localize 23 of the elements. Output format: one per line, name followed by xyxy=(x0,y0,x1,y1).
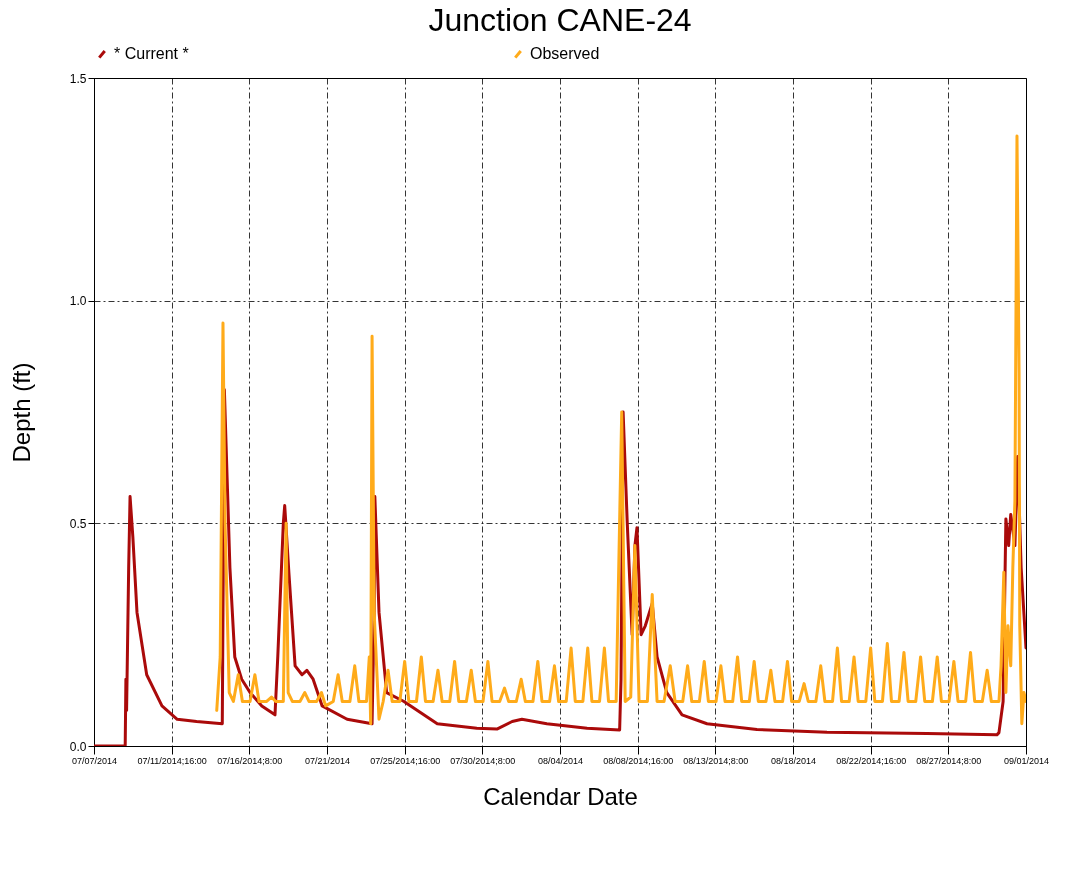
x-tick-label: 08/04/2014 xyxy=(537,755,584,766)
y-tick-label: 1.0 xyxy=(69,294,87,309)
x-tick-label: 08/22/2014;16:00 xyxy=(836,755,907,766)
x-tick-label: 07/30/2014;8:00 xyxy=(450,755,516,766)
x-tick-label: 08/08/2014;16:00 xyxy=(603,755,674,766)
x-tick-label: 07/21/2014 xyxy=(304,755,351,766)
x-axis-title: Calendar Date xyxy=(483,782,638,810)
x-tick-label: 07/07/2014 xyxy=(71,755,118,766)
y-tick-label: 1.5 xyxy=(69,71,87,86)
x-tick-label: 07/11/2014;16:00 xyxy=(137,755,207,766)
legend-label: * Current * xyxy=(114,45,189,63)
y-tick-label: 0.5 xyxy=(69,516,87,531)
x-tick-label: 07/16/2014;8:00 xyxy=(217,755,283,766)
legend-label: Observed xyxy=(530,45,600,63)
x-tick-label: 08/18/2014 xyxy=(770,755,817,766)
line-series xyxy=(215,134,1026,726)
chart-title: Junction CANE-24 xyxy=(428,2,692,38)
y-axis-title: Depth (ft) xyxy=(7,362,35,463)
x-tick-label: 08/27/2014;8:00 xyxy=(916,755,982,766)
x-tick-label: 07/25/2014;16:00 xyxy=(370,755,441,766)
x-tick-label: 08/13/2014;8:00 xyxy=(683,755,749,766)
y-tick-label: 0.0 xyxy=(69,739,87,754)
x-tick-label: 09/01/2014 xyxy=(1003,755,1050,766)
